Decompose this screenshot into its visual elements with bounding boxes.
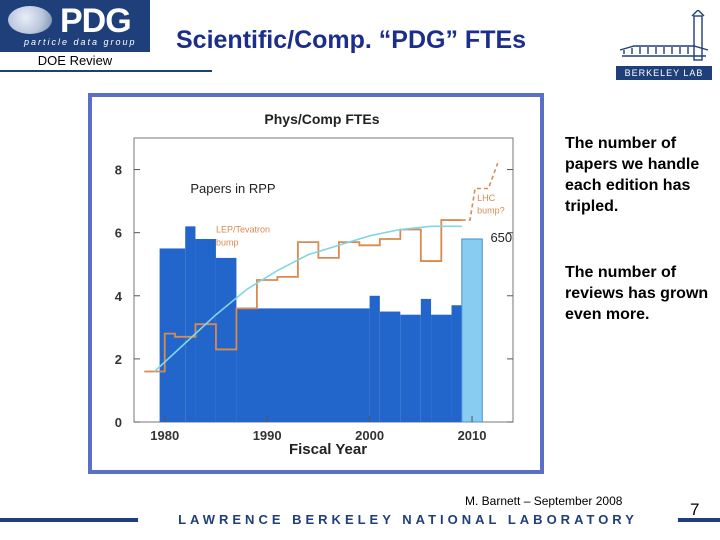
y-tick-label: 8 — [115, 163, 122, 178]
papers-trend-curve — [153, 225, 462, 373]
fte-bar — [420, 298, 432, 422]
fte-chart-svg: Phys/Comp FTEs Fiscal Year 1980 1990 2000 2… — [115, 111, 514, 458]
berkeley-lab-text: BERKELEY LAB — [616, 66, 712, 80]
x-tick-label: 2000 — [355, 428, 384, 443]
fte-chart: Phys/Comp FTEs Fiscal Year 1980 1990 2000 2… — [88, 93, 544, 474]
fte-bar — [431, 314, 452, 422]
annotation-papers-in-rpp: Papers in RPP — [190, 181, 275, 196]
fte-bar — [369, 295, 380, 422]
berkeley-lab-logo: BERKELEY LAB — [614, 9, 714, 80]
annotation-lep-tevatron: LEP/Tevatron — [216, 225, 270, 235]
y-tick-label: 0 — [115, 415, 122, 430]
x-tick-label: 1980 — [150, 428, 179, 443]
fte-bar — [185, 226, 196, 422]
y-tick-label: 4 — [115, 289, 123, 304]
slide-title: Scientific/Comp. “PDG” FTEs — [176, 26, 527, 54]
fte-bar — [400, 314, 421, 422]
footer-author: M. Barnett – September 2008 — [465, 494, 623, 508]
fte-bar — [159, 248, 186, 422]
fte-bar — [215, 257, 237, 422]
annotation-bump: bump? — [477, 206, 505, 216]
x-tick-label: 1990 — [253, 428, 282, 443]
fte-projected-bar — [461, 238, 483, 423]
annotation-650: 650 — [490, 230, 512, 245]
y-tick-label: 2 — [115, 352, 122, 367]
x-tick-label: 2010 — [458, 428, 487, 443]
globe-icon — [8, 6, 52, 34]
chart-x-axis-label: Fiscal Year — [289, 441, 367, 458]
title-divider — [150, 70, 212, 72]
pdg-logo-tagline: particle data group — [24, 37, 137, 47]
footer-lab-name: LAWRENCE BERKELEY NATIONAL LABORATORY — [138, 513, 678, 527]
slide-subtitle: DOE Review — [0, 52, 150, 72]
page-number: 7 — [690, 500, 700, 519]
berkeley-lab-building-icon — [619, 9, 709, 61]
y-tick-label: 6 — [115, 226, 122, 241]
side-note-papers: The number of papers we handle each edit… — [565, 135, 700, 215]
fte-bar — [195, 238, 216, 422]
annotation-lhc: LHC — [477, 193, 496, 203]
annotation-lep-bump: bump — [216, 237, 239, 247]
fte-bar — [236, 308, 370, 422]
pdg-logo: PDG particle data group — [0, 0, 150, 52]
pdg-logo-text: PDG — [60, 2, 132, 40]
fte-bar — [379, 311, 401, 422]
fte-bar — [451, 305, 462, 422]
chart-title: Phys/Comp FTEs — [264, 111, 379, 127]
side-note-reviews: The number of reviews has grown even mor… — [565, 264, 709, 323]
